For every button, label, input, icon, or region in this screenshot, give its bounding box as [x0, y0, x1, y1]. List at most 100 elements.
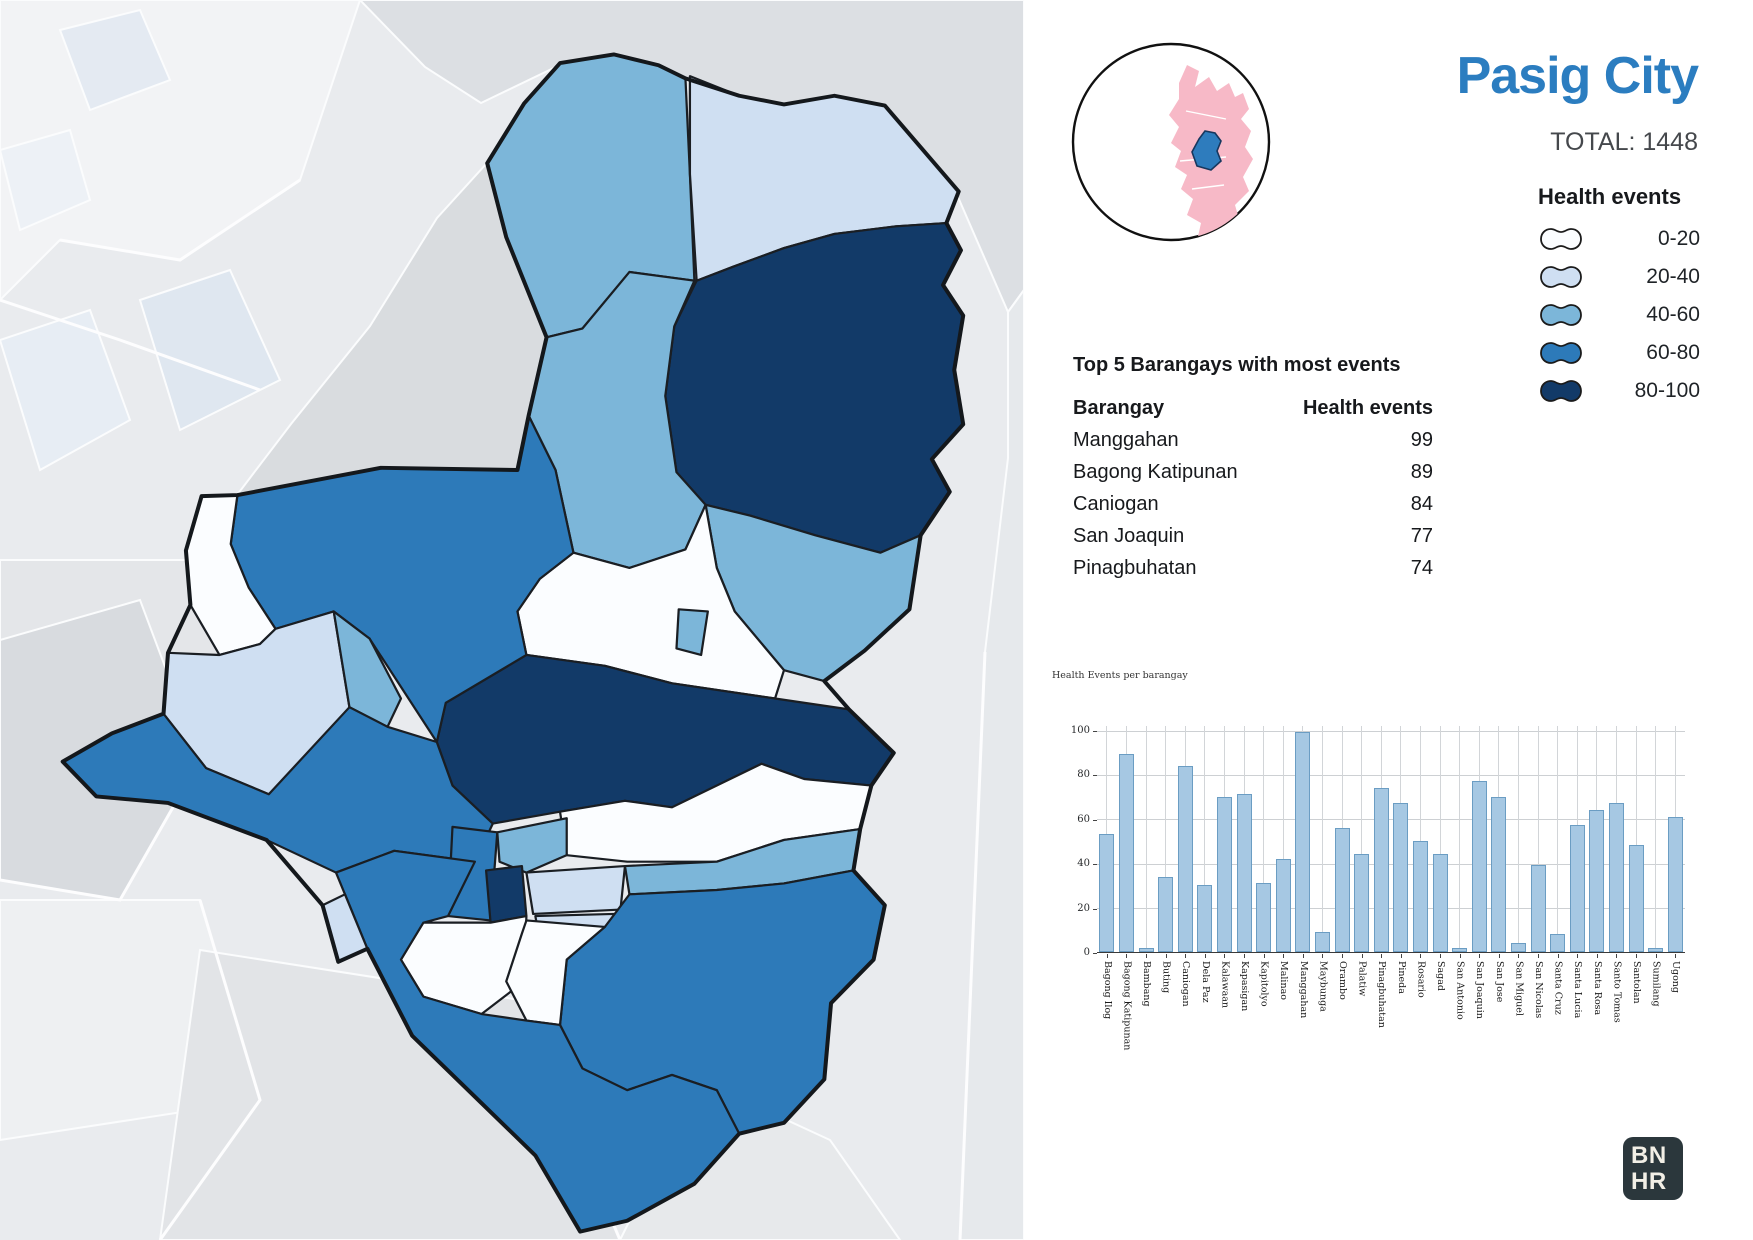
gridline — [1655, 726, 1657, 952]
bar-Sumilang — [1648, 947, 1664, 952]
bar-Santo Tomas — [1608, 803, 1624, 952]
y-tick-mark — [1093, 731, 1097, 732]
bar-Santa Cruz — [1550, 934, 1566, 952]
gridline — [1263, 726, 1265, 952]
x-tick-mark — [1636, 954, 1637, 958]
table-row: San Joaquin 77 — [1073, 525, 1433, 557]
x-axis-tick-label: Rosario — [1415, 961, 1427, 998]
bar-Dela Paz — [1197, 885, 1213, 952]
legend-row: 40-60 — [1538, 296, 1700, 334]
gridline — [1145, 726, 1147, 952]
x-tick-mark — [1224, 954, 1226, 958]
x-axis-tick-label: Palatiw — [1356, 961, 1368, 997]
legend-label: 20-40 — [1646, 265, 1700, 288]
gridline — [1097, 819, 1685, 821]
bar-Pinagbuhatan — [1373, 787, 1389, 952]
x-axis-tick-label: Orambo — [1337, 961, 1348, 1000]
gridline — [1282, 726, 1284, 952]
y-tick-mark — [1093, 864, 1097, 866]
top5-title: Top 5 Barangays with most events — [1073, 354, 1401, 376]
city-outline — [60, 52, 966, 1234]
barangay-polygon — [675, 608, 709, 657]
row-events: 89 — [1410, 461, 1433, 483]
locator-inset — [1068, 39, 1274, 245]
x-axis-tick-label: Bagong Ilog — [1101, 961, 1113, 1020]
top5-table: Top 5 Barangays with most events Baranga… — [1073, 354, 1433, 589]
x-tick-mark — [1655, 954, 1657, 958]
legend-row: 20-40 — [1538, 258, 1700, 296]
y-tick-mark — [1093, 775, 1097, 777]
x-axis-tick-label: Bambang — [1141, 961, 1152, 1007]
legend-swatch-icon — [1540, 380, 1582, 402]
bar-Caniogan — [1177, 765, 1193, 952]
barangay-polygon — [525, 864, 627, 916]
legend-row: 0-20 — [1538, 220, 1700, 258]
x-tick-mark — [1420, 954, 1422, 958]
x-axis-tick-label: San Joaquin — [1474, 961, 1486, 1019]
x-tick-mark — [1146, 954, 1147, 958]
x-tick-mark — [1557, 954, 1559, 958]
info-panel: Pasig City TOTAL: 1448 Health events 0-2… — [1024, 0, 1753, 1240]
x-tick-mark — [1106, 954, 1108, 958]
x-axis-tick-label: Caniogan — [1180, 961, 1192, 1007]
x-axis-tick-label: Santolan — [1631, 961, 1642, 1004]
gridline — [1537, 726, 1539, 952]
y-tick-mark — [1093, 953, 1097, 954]
x-axis-tick-label: Santa Rosa — [1591, 961, 1603, 1016]
legend-swatch-icon — [1540, 266, 1582, 288]
logo-line-1: BN — [1631, 1142, 1667, 1169]
barangay-polygon — [496, 817, 568, 874]
x-tick-mark — [1322, 954, 1324, 958]
city-barangays — [60, 52, 966, 1234]
gridline — [1439, 726, 1441, 952]
x-tick-mark — [1518, 954, 1520, 958]
row-barangay: Pinagbuhatan — [1073, 557, 1197, 579]
bar-chart: Health Events per barangay 0 20 40 60 80 100 B… — [1040, 666, 1740, 1136]
locator-inset-svg — [1071, 42, 1271, 242]
chart-title: Health Events per barangay — [1052, 670, 1188, 681]
bar-Kalawaan — [1216, 796, 1232, 952]
x-tick-mark — [1616, 954, 1618, 958]
logo-line-2: HR — [1631, 1168, 1667, 1196]
x-tick-mark — [1185, 954, 1187, 958]
bar-Palatiw — [1354, 854, 1370, 952]
x-tick-mark — [1283, 954, 1285, 958]
bar-Bagong Ilog — [1099, 834, 1115, 952]
pasig-highlight-shape — [1191, 130, 1222, 171]
table-row: Caniogan 84 — [1073, 493, 1433, 525]
bar-Ugong — [1667, 816, 1683, 952]
bar-San Antonio — [1452, 947, 1468, 952]
bar-Pineda — [1393, 803, 1409, 952]
bar-Kapitolyo — [1256, 883, 1272, 952]
bar-Orambo — [1334, 827, 1350, 952]
x-axis-tick-label: San Antonio — [1454, 961, 1466, 1020]
gridline — [1419, 726, 1421, 952]
x-axis-tick-label: Sagad — [1435, 961, 1446, 991]
x-axis-tick-label: Kapitolyo — [1258, 961, 1270, 1007]
table-row: Bagong Katipunan 89 — [1073, 461, 1433, 493]
x-axis-tick-label: Kalawaan — [1219, 961, 1231, 1009]
table-row: Pinagbuhatan 74 — [1073, 557, 1433, 589]
top5-col-events: Health events — [1302, 397, 1433, 419]
x-axis-tick-label: Bagong Katipunan — [1121, 961, 1133, 1051]
bar-Malinao — [1275, 858, 1291, 952]
gridline — [1204, 726, 1206, 952]
bar-San Miguel — [1510, 943, 1526, 952]
x-axis-tick-label: Buting — [1160, 961, 1172, 994]
x-tick-mark — [1498, 954, 1500, 958]
x-tick-mark — [1577, 954, 1579, 958]
gridline — [1321, 726, 1323, 952]
x-tick-mark — [1596, 954, 1598, 958]
x-axis-tick-label: Santo Tomas — [1611, 961, 1623, 1023]
page-title: Pasig City — [1456, 47, 1699, 105]
top5-header: Barangay Health events — [1073, 397, 1433, 429]
x-axis-tick-label: Pineda — [1395, 961, 1407, 994]
legend-swatch-icon — [1540, 228, 1582, 250]
x-axis-tick-label: San Nicolas — [1533, 961, 1544, 1019]
bar-Maybunga — [1314, 932, 1330, 952]
gridline — [1097, 908, 1685, 910]
x-tick-mark — [1165, 954, 1167, 958]
legend-row: 80-100 — [1538, 372, 1700, 410]
row-events: 84 — [1410, 493, 1433, 515]
